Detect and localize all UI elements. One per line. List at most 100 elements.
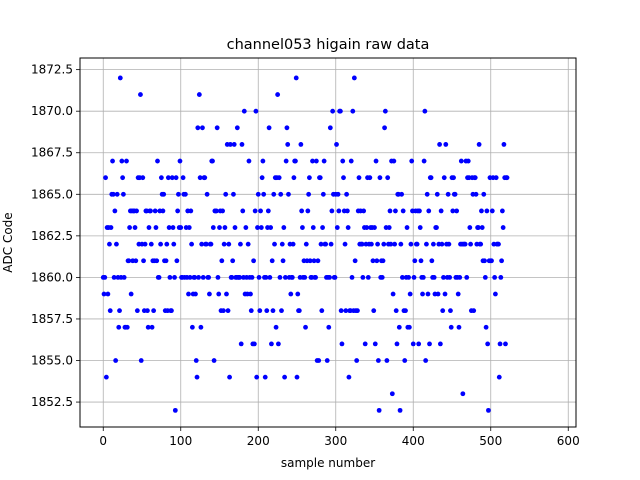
data-point <box>471 308 477 314</box>
data-point <box>352 258 358 264</box>
data-point <box>249 275 255 280</box>
data-point <box>356 175 362 181</box>
data-point <box>278 191 284 197</box>
data-point <box>200 125 205 131</box>
data-point <box>390 291 396 297</box>
data-point <box>281 225 287 230</box>
data-point <box>280 258 286 264</box>
data-point <box>101 291 107 297</box>
grid-lines <box>80 58 576 427</box>
data-point <box>479 225 485 230</box>
data-point <box>306 191 312 197</box>
data-point <box>263 275 269 280</box>
data-point <box>420 291 425 297</box>
data-point <box>276 175 282 181</box>
data-point <box>254 374 260 380</box>
data-point <box>472 175 478 181</box>
data-point <box>486 407 491 413</box>
data-point <box>498 275 504 280</box>
data-point <box>330 108 336 114</box>
data-point <box>351 75 357 81</box>
data-point <box>197 175 203 181</box>
data-point <box>134 208 139 214</box>
data-point <box>252 208 258 214</box>
data-point <box>214 208 219 214</box>
data-point <box>361 208 367 214</box>
data-point <box>386 225 392 230</box>
data-point <box>208 241 214 247</box>
data-point <box>369 241 374 247</box>
data-point <box>258 208 263 214</box>
data-point <box>107 241 112 247</box>
data-point <box>374 258 380 264</box>
data-point <box>422 108 428 114</box>
data-point <box>175 208 181 214</box>
data-point <box>151 308 157 314</box>
data-point <box>286 191 291 197</box>
data-point <box>282 275 288 280</box>
data-point <box>117 308 122 314</box>
data-point <box>124 158 129 164</box>
data-point <box>215 275 221 280</box>
data-point <box>441 175 447 181</box>
data-point <box>145 308 150 314</box>
data-point <box>475 225 481 230</box>
data-point <box>170 225 176 230</box>
data-point <box>313 275 318 280</box>
data-point <box>210 225 216 230</box>
data-point <box>503 341 508 347</box>
data-point <box>119 158 125 164</box>
data-point <box>220 308 226 314</box>
data-point <box>231 191 236 197</box>
data-point <box>485 341 491 347</box>
data-point <box>113 358 119 363</box>
data-point <box>227 374 232 380</box>
data-point <box>232 225 238 230</box>
data-point <box>210 158 215 164</box>
data-point <box>404 225 410 230</box>
data-point <box>293 158 298 164</box>
data-point <box>149 324 155 330</box>
y-axis-ticks: 1852.5 1855.0 1857.5 1860.0 1862.5 1865.0 1867… <box>31 63 80 409</box>
data-point <box>406 275 411 280</box>
data-point <box>243 225 249 230</box>
data-point <box>155 158 160 164</box>
data-point <box>493 291 498 297</box>
y-tick-label: 1862.5 <box>31 229 73 243</box>
data-point <box>163 258 169 264</box>
data-point <box>277 275 283 280</box>
data-point <box>338 108 343 114</box>
data-point <box>167 275 173 280</box>
data-point <box>393 308 399 314</box>
data-point <box>230 258 236 264</box>
data-point <box>207 291 212 297</box>
data-point <box>146 225 152 230</box>
data-point <box>445 191 451 197</box>
data-point <box>496 241 501 247</box>
data-point <box>329 208 335 214</box>
data-point <box>271 191 277 197</box>
data-point <box>398 241 404 247</box>
data-point <box>372 225 377 230</box>
data-point <box>173 175 179 181</box>
data-point <box>377 175 383 181</box>
data-point <box>273 324 279 330</box>
data-point <box>202 175 208 181</box>
data-point <box>134 308 140 314</box>
data-point <box>276 341 281 347</box>
data-point <box>323 241 329 247</box>
data-point <box>256 275 262 280</box>
data-point <box>457 275 463 280</box>
data-point <box>340 158 346 164</box>
y-tick-label: 1872.5 <box>31 63 73 77</box>
data-point <box>417 225 423 230</box>
data-point <box>382 125 387 131</box>
data-point <box>279 308 284 314</box>
data-point <box>110 158 115 164</box>
data-point <box>111 275 117 280</box>
data-point <box>156 275 162 280</box>
data-point <box>262 374 268 380</box>
data-point <box>272 241 277 247</box>
